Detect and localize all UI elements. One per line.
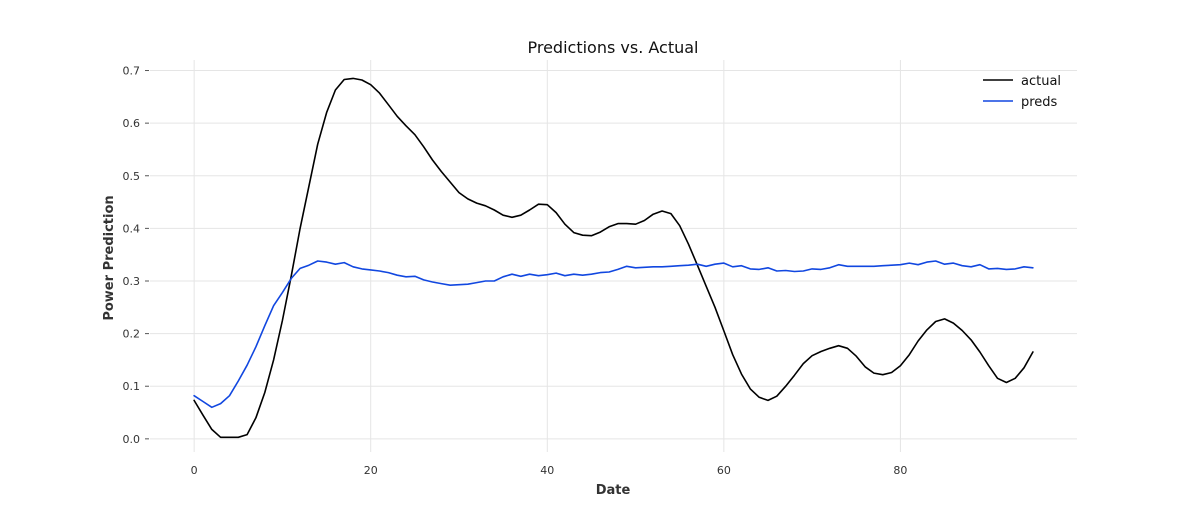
y-tick-label: 0.7 [123,65,141,78]
x-tick-label: 40 [540,464,554,477]
x-axis-ticks: 0 20 40 60 80 [191,464,908,477]
series-line-actual [193,77,1034,439]
y-tick-label: 0.4 [123,222,141,235]
y-axis-label: Power Prediction [102,195,117,320]
y-tick-label: 0.1 [123,380,141,393]
legend: actual preds [983,74,1061,110]
y-tick-label: 0.0 [123,433,141,446]
y-axis-ticks: 0.0 0.1 0.2 0.3 0.4 0.5 0.6 0.7 [123,65,149,446]
x-tick-label: 80 [893,464,907,477]
series-line-preds [193,260,1034,409]
legend-label-actual: actual [1021,74,1061,89]
y-tick-label: 0.5 [123,170,141,183]
series-lines [193,77,1034,439]
y-tick-label: 0.2 [123,328,141,341]
x-axis-label: Date [596,483,631,498]
x-tick-label: 0 [191,464,198,477]
y-tick-label: 0.6 [123,117,141,130]
x-tick-label: 20 [364,464,378,477]
y-tick-label: 0.3 [123,275,141,288]
grid [150,60,1077,452]
x-tick-label: 60 [717,464,731,477]
chart-title: Predictions vs. Actual [527,38,698,57]
legend-label-preds: preds [1021,95,1058,110]
